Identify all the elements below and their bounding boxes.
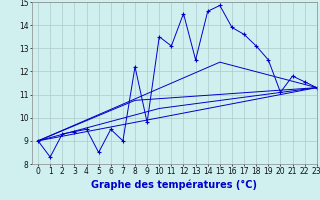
X-axis label: Graphe des températures (°C): Graphe des températures (°C) [92,179,257,190]
